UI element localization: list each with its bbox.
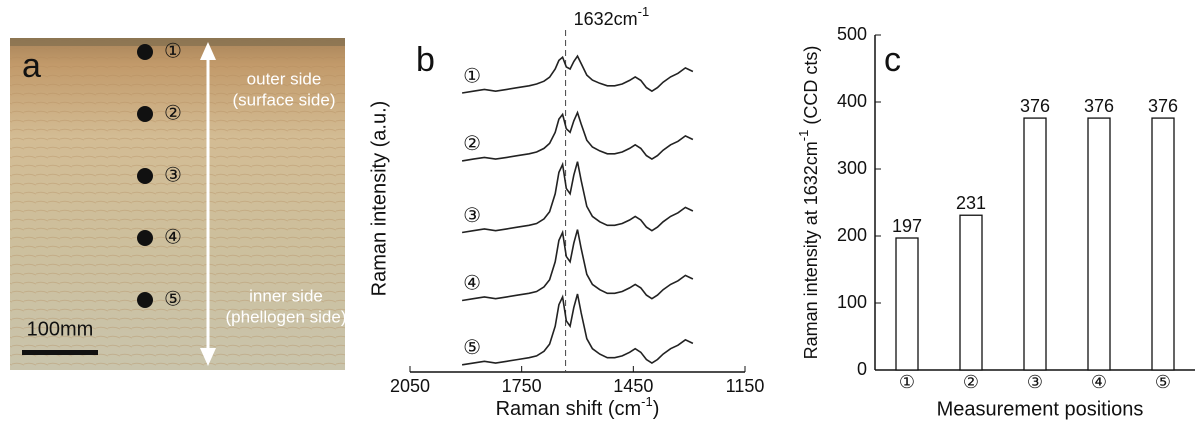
y-tick-label: 400 [837,91,867,111]
marker-label: ② [164,102,182,124]
spectrum [461,54,694,94]
annotation-sup: -1 [638,4,650,19]
y-tick-label: 500 [837,24,867,44]
bar [1087,117,1111,371]
x-tick-label: 2050 [390,376,430,396]
annotation: 1632cm-1 [574,4,650,29]
annotation-part: 1632cm [574,9,638,29]
panel-label: a [22,47,41,85]
y-axis-label: Raman intensity (a.u.) [368,101,390,297]
marker-label: ⑤ [164,288,182,310]
y-tick-label: 300 [837,158,867,178]
marker-dot [137,44,153,60]
panel-label: b [416,41,435,79]
spectrum [461,229,694,302]
y-axis-label: Raman intensity at 1632cm-1 (CCD cts) [796,46,821,360]
series-label: ① [463,65,481,87]
spectrum [461,293,694,366]
x-tick-label: ① [899,372,915,392]
bar [1023,117,1047,371]
surface-layer [10,38,345,46]
x-tick-label: 1750 [502,376,542,396]
x-tick-label: ② [963,372,979,392]
micrograph-texture [10,38,345,370]
x-tick-label: 1150 [726,376,765,396]
value-label: 376 [1020,96,1050,116]
x-tick-label: ④ [1091,372,1107,392]
marker-dot [137,106,153,122]
scale-bar [22,350,98,355]
outer-label: outer side [247,69,322,88]
x-axis-label: Measurement positions [937,398,1144,420]
inner-label: inner side [249,286,323,305]
x-axis-label: Raman shift (cm-1) [496,394,660,420]
marker-label: ③ [164,164,182,186]
bar [959,214,983,371]
inner-note: (phellogen side) [226,307,347,326]
value-label: 197 [892,216,922,236]
series-label: ⑤ [463,337,481,359]
scale-label: 100mm [27,318,94,340]
spectrum [461,110,694,162]
y-tick-label: 0 [857,359,867,379]
x-tick-label: 1450 [613,376,653,396]
x-axis-label-part: Raman shift (cm [496,398,642,420]
marker-label: ④ [164,226,182,248]
series-label: ② [463,133,481,155]
x-tick-label: ⑤ [1155,372,1171,392]
panel-a: a ① ② ③ ④ ⑤ outer side (surface side) inner … [10,38,346,370]
marker-dot [137,168,153,184]
x-axis-label-part: ) [653,398,660,420]
series-label: ③ [463,205,481,227]
value-label: 231 [956,193,986,213]
y-axis-label-part: (CCD cts) [801,46,821,130]
bar [1151,117,1175,371]
y-axis-label-part: Raman intensity at 1632cm [801,141,821,359]
value-label: 376 [1148,96,1178,116]
marker-dot [137,292,153,308]
y-tick-label: 200 [837,225,867,245]
marker-dot [137,230,153,246]
x-axis-label-sup: -1 [641,394,653,409]
y-tick-label: 100 [837,292,867,312]
spectrum [461,161,694,234]
bar [895,237,919,371]
series-label: ④ [463,273,481,295]
value-label: 376 [1084,96,1114,116]
x-tick-label: ③ [1027,372,1043,392]
panel-c: c 0 100 200 300 400 500 197 ① 231 ② 376 ③ 376 ④ 376 ⑤ Mea… [796,24,1195,420]
y-axis-label-sup: -1 [796,130,811,142]
panel-label: c [884,41,901,79]
marker-label: ① [164,40,182,62]
markers: ① ② ③ ④ ⑤ [137,40,182,310]
outer-note: (surface side) [233,90,336,109]
